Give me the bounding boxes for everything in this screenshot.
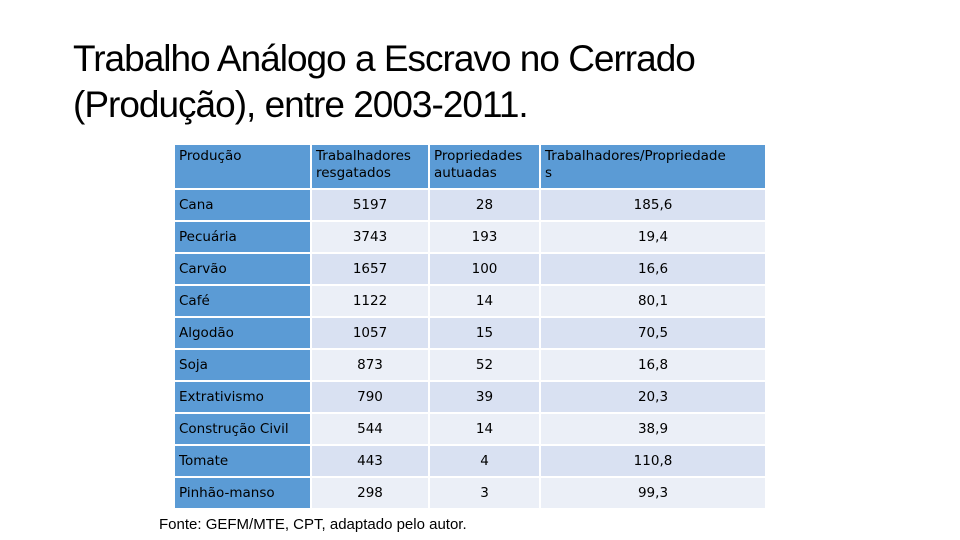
cell-producao: Algodão xyxy=(175,318,310,348)
cell-producao: Pinhão-manso xyxy=(175,478,310,508)
slide-title-line-2: (Produção), entre 2003-2011. xyxy=(73,84,529,125)
cell-propriedades: 15 xyxy=(430,318,539,348)
header-trabalhadores-resgatados: Trabalhadores resgatados xyxy=(312,145,428,188)
header-trabalhadores-por-propriedade: Trabalhadores/Propriedade s xyxy=(541,145,765,188)
cell-ratio: 80,1 xyxy=(541,286,765,316)
header-line: s xyxy=(545,165,553,181)
table-row: Tomate 443 4 110,8 xyxy=(175,446,765,476)
slide-title-line-1: Trabalho Análogo a Escravo no Cerrado xyxy=(73,38,696,79)
cell-ratio: 70,5 xyxy=(541,318,765,348)
cell-producao: Tomate xyxy=(175,446,310,476)
cell-trabalhadores: 790 xyxy=(312,382,428,412)
cell-propriedades: 4 xyxy=(430,446,539,476)
cell-trabalhadores: 1057 xyxy=(312,318,428,348)
cell-producao: Pecuária xyxy=(175,222,310,252)
cell-trabalhadores: 5197 xyxy=(312,190,428,220)
cell-trabalhadores: 3743 xyxy=(312,222,428,252)
table-row: Pinhão-manso 298 3 99,3 xyxy=(175,478,765,508)
header-line: Trabalhadores xyxy=(316,148,411,164)
header-line: resgatados xyxy=(316,165,391,181)
header-propriedades-autuadas: Propriedades autuadas xyxy=(430,145,539,188)
table-row: Cana 5197 28 185,6 xyxy=(175,190,765,220)
header-line: autuadas xyxy=(434,165,497,181)
cell-propriedades: 14 xyxy=(430,286,539,316)
cell-ratio: 99,3 xyxy=(541,478,765,508)
table-row: Algodão 1057 15 70,5 xyxy=(175,318,765,348)
table-row: Extrativismo 790 39 20,3 xyxy=(175,382,765,412)
table-row: Soja 873 52 16,8 xyxy=(175,350,765,380)
header-line: Produção xyxy=(179,148,242,164)
cell-propriedades: 100 xyxy=(430,254,539,284)
cell-propriedades: 28 xyxy=(430,190,539,220)
table-row: Construção Civil 544 14 38,9 xyxy=(175,414,765,444)
table-row: Carvão 1657 100 16,6 xyxy=(175,254,765,284)
cell-trabalhadores: 873 xyxy=(312,350,428,380)
header-producao: Produção xyxy=(175,145,310,188)
cell-propriedades: 39 xyxy=(430,382,539,412)
cell-propriedades: 3 xyxy=(430,478,539,508)
header-line: Propriedades xyxy=(434,148,523,164)
cell-ratio: 19,4 xyxy=(541,222,765,252)
cell-propriedades: 52 xyxy=(430,350,539,380)
cell-ratio: 16,8 xyxy=(541,350,765,380)
cell-propriedades: 14 xyxy=(430,414,539,444)
cell-producao: Carvão xyxy=(175,254,310,284)
table-row: Café 1122 14 80,1 xyxy=(175,286,765,316)
header-line: Trabalhadores/Propriedade xyxy=(545,148,726,164)
cell-ratio: 185,6 xyxy=(541,190,765,220)
cell-trabalhadores: 298 xyxy=(312,478,428,508)
cell-ratio: 20,3 xyxy=(541,382,765,412)
cell-producao: Cana xyxy=(175,190,310,220)
cell-producao: Café xyxy=(175,286,310,316)
cell-producao: Construção Civil xyxy=(175,414,310,444)
cell-trabalhadores: 1657 xyxy=(312,254,428,284)
cell-trabalhadores: 443 xyxy=(312,446,428,476)
production-table: Produção Trabalhadores resgatados Propri… xyxy=(173,143,767,510)
cell-trabalhadores: 544 xyxy=(312,414,428,444)
cell-ratio: 110,8 xyxy=(541,446,765,476)
cell-ratio: 38,9 xyxy=(541,414,765,444)
slide-title: Trabalho Análogo a Escravo no Cerrado (P… xyxy=(73,36,933,128)
source-caption: Fonte: GEFM/MTE, CPT, adaptado pelo auto… xyxy=(159,516,467,533)
cell-ratio: 16,6 xyxy=(541,254,765,284)
table-header-row: Produção Trabalhadores resgatados Propri… xyxy=(175,145,765,188)
cell-producao: Soja xyxy=(175,350,310,380)
cell-producao: Extrativismo xyxy=(175,382,310,412)
cell-trabalhadores: 1122 xyxy=(312,286,428,316)
cell-propriedades: 193 xyxy=(430,222,539,252)
table-row: Pecuária 3743 193 19,4 xyxy=(175,222,765,252)
